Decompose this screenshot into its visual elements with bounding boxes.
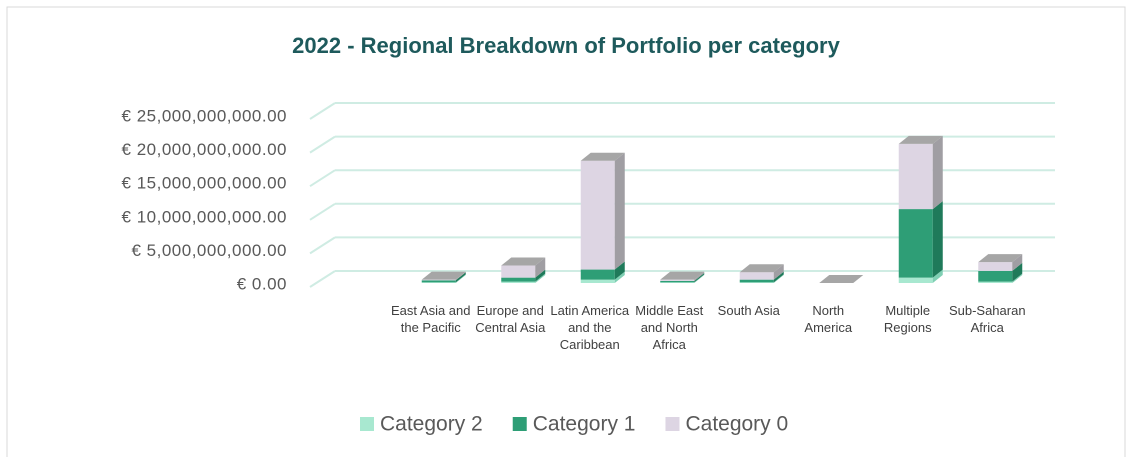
grid-line-side xyxy=(309,169,336,188)
bar-side xyxy=(773,264,784,280)
bar-front xyxy=(660,279,695,281)
bar-side xyxy=(932,201,943,278)
bar-front xyxy=(501,265,536,278)
bar-front xyxy=(421,282,456,283)
bar-side xyxy=(614,271,625,283)
y-tick-label: € 5,000,000,000.00 xyxy=(131,241,287,260)
bar-side xyxy=(694,274,705,283)
bar-front xyxy=(739,279,774,283)
y-tick-label: € 25,000,000,000.00 xyxy=(122,106,287,125)
x-tick-label: Multiple Regions xyxy=(883,303,932,335)
bar-side xyxy=(535,269,546,282)
bar-front xyxy=(739,272,774,280)
legend-label: Category 2 xyxy=(380,413,483,436)
bar-side xyxy=(535,257,546,278)
bar-top xyxy=(819,275,864,283)
bar-top xyxy=(898,135,943,144)
chart-title: 2022 - Regional Breakdown of Portfolio p… xyxy=(292,33,840,58)
grid-line-side xyxy=(309,102,336,120)
bar-front xyxy=(898,209,933,278)
x-tick-label: South Asia xyxy=(717,303,780,318)
x-tick-label: North America xyxy=(804,303,853,335)
y-tick-label: € 20,000,000,000.00 xyxy=(122,140,287,159)
bar-side xyxy=(773,274,784,283)
bar-side xyxy=(932,135,943,210)
bar-front xyxy=(421,279,456,281)
bar-front xyxy=(898,143,933,210)
bar-side xyxy=(455,272,466,283)
bar-front xyxy=(501,281,536,283)
bar-front xyxy=(660,280,695,283)
bar-top xyxy=(660,271,705,280)
bar-side xyxy=(694,271,705,281)
x-tick-label: Sub-Saharan Africa xyxy=(948,303,1026,335)
bar-side xyxy=(1012,262,1023,282)
legend-swatch xyxy=(360,417,374,431)
bar-side xyxy=(1012,254,1023,271)
bar-front xyxy=(739,282,774,283)
bar-front xyxy=(978,270,1013,282)
bar-front xyxy=(660,282,695,283)
bar-front xyxy=(421,280,456,283)
x-tick-label: Middle East and North Africa xyxy=(635,303,704,352)
bar-front xyxy=(898,277,933,283)
bar-side xyxy=(455,274,466,283)
x-tick-label: Latin America and the Caribbean xyxy=(550,303,630,352)
bar-front xyxy=(580,269,615,280)
bar-top xyxy=(501,257,546,266)
bar-top xyxy=(580,152,625,161)
bar-side xyxy=(773,271,784,283)
grid-line-side xyxy=(309,135,336,154)
bar-top xyxy=(739,264,784,273)
bar-front xyxy=(580,160,615,270)
x-tick-label: Europe and Central Asia xyxy=(475,303,546,335)
bar-side xyxy=(932,269,943,283)
bar-side xyxy=(535,273,546,283)
bar-front xyxy=(580,279,615,283)
bar-side xyxy=(614,261,625,280)
bar-top xyxy=(978,254,1023,263)
bar-top xyxy=(421,271,466,280)
bar-front xyxy=(978,281,1013,283)
legend-swatch xyxy=(665,417,680,431)
y-tick-label: € 0.00 xyxy=(237,274,287,293)
bar-side xyxy=(455,271,466,281)
bar-front xyxy=(978,262,1013,271)
grid-line-side xyxy=(309,202,336,221)
legend-swatch xyxy=(512,417,527,431)
grid-line-side xyxy=(309,270,336,288)
y-tick-label: € 15,000,000,000.00 xyxy=(122,174,287,193)
bar-front xyxy=(501,277,536,282)
chart-border xyxy=(6,6,1126,457)
bar-side xyxy=(694,272,705,283)
bar-side xyxy=(614,152,625,270)
legend-label: Category 0 xyxy=(685,413,788,436)
bar-side xyxy=(1012,273,1023,283)
y-tick-label: € 10,000,000,000.00 xyxy=(122,207,287,226)
x-tick-label: East Asia and the Pacific xyxy=(391,303,471,335)
grid-line-side xyxy=(309,236,336,255)
legend-label: Category 1 xyxy=(533,413,636,436)
